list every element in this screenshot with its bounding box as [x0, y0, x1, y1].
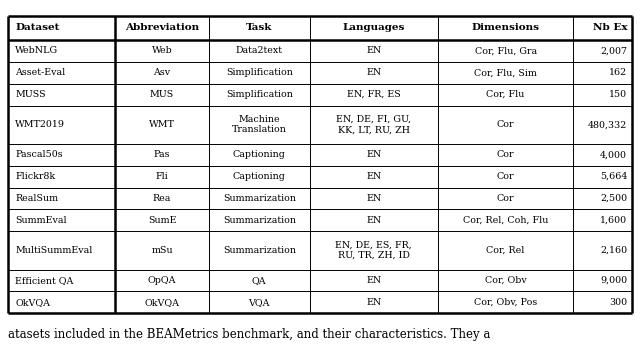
Text: EN: EN	[366, 150, 381, 159]
Text: EN: EN	[366, 216, 381, 225]
Text: Fli: Fli	[156, 172, 168, 181]
Text: Simplification: Simplification	[226, 68, 292, 77]
Text: Cor, Rel, Coh, Flu: Cor, Rel, Coh, Flu	[463, 216, 548, 225]
Text: QA: QA	[252, 276, 267, 285]
Text: Summarization: Summarization	[223, 246, 296, 255]
Text: 4,000: 4,000	[600, 150, 627, 159]
Text: EN: EN	[366, 276, 381, 285]
Text: Cor: Cor	[497, 194, 515, 203]
Text: 162: 162	[609, 68, 627, 77]
Text: Captioning: Captioning	[233, 150, 285, 159]
Text: OkVQA: OkVQA	[145, 298, 180, 307]
Text: Dataset: Dataset	[15, 23, 60, 33]
Text: VQA: VQA	[248, 298, 270, 307]
Text: EN: EN	[366, 68, 381, 77]
Text: Task: Task	[246, 23, 273, 33]
Text: Abbreviation: Abbreviation	[125, 23, 199, 33]
Text: RealSum: RealSum	[15, 194, 58, 203]
Text: EN, DE, ES, FR,
RU, TR, ZH, ID: EN, DE, ES, FR, RU, TR, ZH, ID	[335, 241, 412, 260]
Text: 480,332: 480,332	[588, 120, 627, 129]
Text: EN, FR, ES: EN, FR, ES	[347, 90, 401, 99]
Text: MUSS: MUSS	[15, 90, 46, 99]
Text: Cor, Obv, Pos: Cor, Obv, Pos	[474, 298, 538, 307]
Text: EN: EN	[366, 298, 381, 307]
Text: EN: EN	[366, 46, 381, 56]
Text: Pas: Pas	[154, 150, 170, 159]
Text: EN: EN	[366, 194, 381, 203]
Text: Flickr8k: Flickr8k	[15, 172, 56, 181]
Text: Asset-Eval: Asset-Eval	[15, 68, 66, 77]
Text: Languages: Languages	[342, 23, 405, 33]
Text: 2,500: 2,500	[600, 194, 627, 203]
Text: 5,664: 5,664	[600, 172, 627, 181]
Text: SumE: SumE	[148, 216, 177, 225]
Text: SummEval: SummEval	[15, 216, 67, 225]
Text: mSu: mSu	[151, 246, 173, 255]
Text: 300: 300	[609, 298, 627, 307]
Text: Cor: Cor	[497, 150, 515, 159]
Text: 150: 150	[609, 90, 627, 99]
Text: Cor, Flu, Sim: Cor, Flu, Sim	[474, 68, 537, 77]
Text: MultiSummEval: MultiSummEval	[15, 246, 93, 255]
Text: Cor, Flu, Gra: Cor, Flu, Gra	[475, 46, 537, 56]
Text: Simplification: Simplification	[226, 90, 292, 99]
Text: Summarization: Summarization	[223, 216, 296, 225]
Text: 9,000: 9,000	[600, 276, 627, 285]
Text: 2,160: 2,160	[600, 246, 627, 255]
Text: WMT2019: WMT2019	[15, 120, 65, 129]
Text: Efficient QA: Efficient QA	[15, 276, 74, 285]
Text: 1,600: 1,600	[600, 216, 627, 225]
Text: Summarization: Summarization	[223, 194, 296, 203]
Text: MUS: MUS	[150, 90, 174, 99]
Text: Dimensions: Dimensions	[472, 23, 540, 33]
Text: 2,007: 2,007	[600, 46, 627, 56]
Text: Machine
Translation: Machine Translation	[232, 115, 287, 135]
Text: Pascal50s: Pascal50s	[15, 150, 63, 159]
Text: EN, DE, FI, GU,
KK, LT, RU, ZH: EN, DE, FI, GU, KK, LT, RU, ZH	[336, 115, 412, 135]
Text: Web: Web	[152, 46, 172, 56]
Text: Nb Ex: Nb Ex	[593, 23, 627, 33]
Text: atasets included in the BEAMetrics benchmark, and their characteristics. They a: atasets included in the BEAMetrics bench…	[8, 328, 490, 341]
Text: Asv: Asv	[154, 68, 171, 77]
Text: WMT: WMT	[149, 120, 175, 129]
Text: Cor: Cor	[497, 120, 515, 129]
Text: EN: EN	[366, 172, 381, 181]
Text: WebNLG: WebNLG	[15, 46, 58, 56]
Text: Rea: Rea	[153, 194, 172, 203]
Text: Cor, Rel: Cor, Rel	[486, 246, 525, 255]
Text: OkVQA: OkVQA	[15, 298, 51, 307]
Text: Captioning: Captioning	[233, 172, 285, 181]
Text: Cor, Flu: Cor, Flu	[486, 90, 525, 99]
Text: Data2text: Data2text	[236, 46, 283, 56]
Text: Cor, Obv: Cor, Obv	[484, 276, 527, 285]
Text: Cor: Cor	[497, 172, 515, 181]
Text: OpQA: OpQA	[148, 276, 177, 285]
